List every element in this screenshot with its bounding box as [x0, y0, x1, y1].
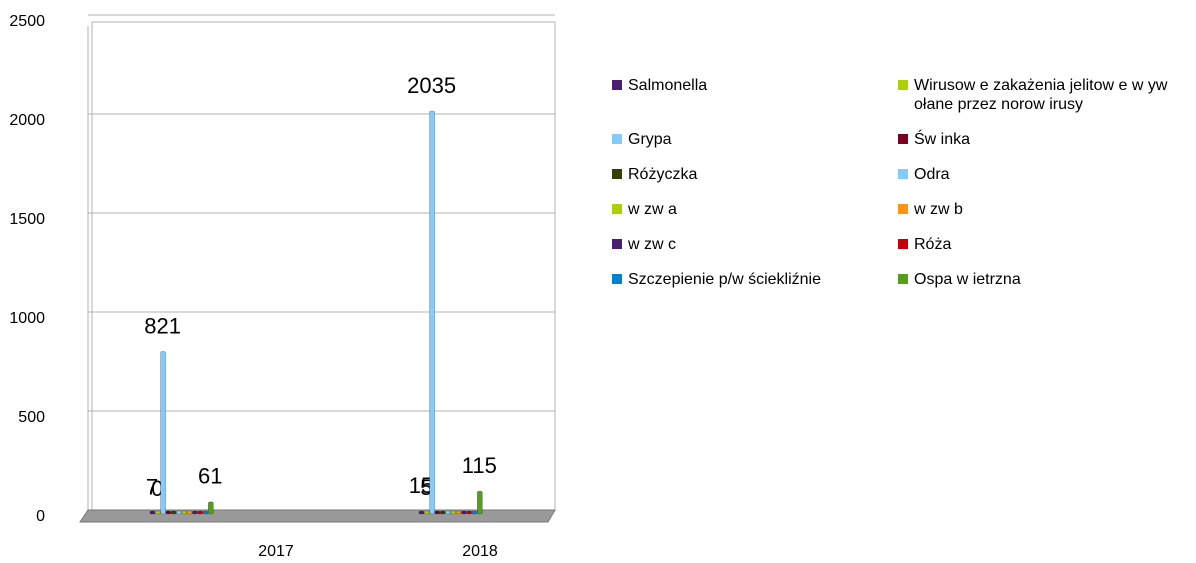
legend-item: Różyczka	[612, 165, 898, 184]
bar	[181, 510, 188, 515]
legend-label: Św inka	[914, 131, 971, 148]
data-label: 61	[198, 464, 222, 489]
data-label: 115	[462, 453, 497, 478]
legend-label: w zw c	[628, 236, 676, 253]
legend-swatch	[898, 169, 908, 179]
legend-swatch	[612, 134, 622, 144]
bar	[202, 510, 209, 515]
bar	[208, 501, 214, 515]
bar	[434, 510, 441, 515]
legend-label: Grypa	[628, 131, 672, 148]
legend-label: Odra	[914, 166, 950, 183]
legend-item: Św inka	[898, 130, 1196, 149]
data-label: 7	[146, 474, 158, 499]
legend-label: w zw a	[628, 201, 677, 218]
y-tick-label: 1000	[9, 310, 45, 327]
legend-swatch	[612, 169, 622, 179]
legend-swatch	[612, 204, 622, 214]
back-wall	[91, 21, 556, 511]
data-label: 15	[409, 473, 433, 498]
legend-item: Odra	[898, 165, 1196, 184]
legend-swatch	[612, 239, 622, 249]
bar	[471, 510, 478, 515]
legend-label: Wirusow e zakażenia jelitow e w yw ołane…	[914, 77, 1168, 113]
bar	[192, 510, 198, 515]
legend-item: Róża	[898, 235, 1196, 254]
bar	[466, 510, 473, 515]
bar	[176, 510, 182, 515]
legend-label: Salmonella	[628, 77, 708, 94]
bar	[423, 510, 430, 515]
data-label: 0	[151, 476, 163, 501]
bar	[418, 510, 425, 515]
legend-item: w zw b	[898, 200, 1196, 219]
legend-swatch	[898, 204, 908, 214]
legend-swatch	[898, 80, 908, 90]
y-tick-label: 1500	[9, 211, 45, 228]
legend: Salmonella Wirusow e zakażenia jelitow e …	[612, 76, 1196, 289]
bar	[450, 510, 457, 515]
y-tick-label: 500	[18, 409, 45, 426]
legend-item: Ospa w ietrzna	[898, 270, 1196, 289]
legend-item: w zw a	[612, 200, 898, 219]
bar	[149, 510, 156, 515]
data-label: 821	[144, 313, 181, 338]
bar	[186, 510, 193, 515]
bar	[155, 510, 161, 515]
legend-label: Róża	[914, 236, 952, 253]
legend-label: Szczepienie p/w ściekliźnie	[628, 271, 821, 288]
legend-swatch	[612, 274, 622, 284]
legend-item: Szczepienie p/w ściekliźnie	[612, 270, 898, 289]
bar	[445, 510, 451, 515]
bar	[170, 510, 177, 515]
legend-item: Salmonella	[612, 76, 898, 114]
data-label: 2035	[407, 73, 456, 98]
x-tick-label: 2017	[258, 543, 294, 560]
y-tick-label: 2500	[9, 13, 45, 30]
legend-item: Grypa	[612, 130, 898, 149]
bar	[461, 510, 467, 515]
bar	[455, 510, 462, 515]
bar	[476, 490, 483, 515]
legend-label: Ospa w ietrzna	[914, 271, 1021, 288]
bar	[197, 510, 203, 515]
bar	[165, 510, 172, 515]
legend-label: Różyczka	[628, 166, 698, 183]
bar	[160, 351, 166, 515]
data-label: 5	[420, 475, 432, 500]
y-tick-label: 2000	[9, 112, 45, 129]
legend-item: Wirusow e zakażenia jelitow e w yw ołane…	[898, 76, 1196, 114]
bar	[439, 510, 446, 515]
bar	[429, 110, 435, 515]
legend-swatch	[612, 80, 622, 90]
y-tick-label: 0	[36, 508, 45, 525]
legend-label: w zw b	[914, 201, 963, 218]
legend-swatch	[898, 274, 908, 284]
legend-swatch	[898, 134, 908, 144]
legend-swatch	[898, 239, 908, 249]
legend-item: w zw c	[612, 235, 898, 254]
x-tick-label: 2018	[462, 543, 498, 560]
